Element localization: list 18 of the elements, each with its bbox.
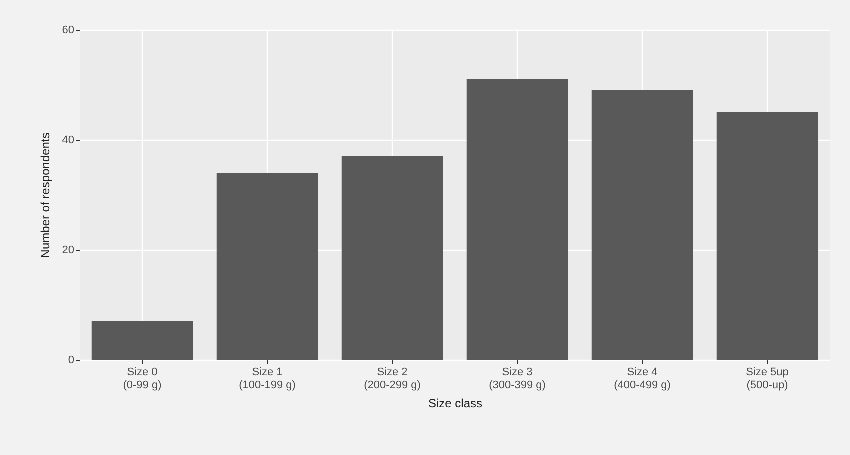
bar: [592, 90, 694, 360]
y-tick-label: 60: [62, 24, 74, 36]
bar: [716, 112, 818, 360]
x-tick-label: Size 4 (400-499 g): [614, 366, 671, 392]
bar: [466, 80, 568, 360]
bar: [216, 173, 318, 360]
x-tick-label: Size 1 (100-199 g): [239, 366, 296, 392]
x-tick-label: Size 0 (0-99 g): [123, 366, 162, 392]
bar: [92, 322, 194, 360]
y-tick-label: 40: [62, 134, 74, 146]
y-tick-label: 0: [68, 354, 74, 366]
x-tick-label: Size 5up (500-up): [746, 366, 789, 392]
bar: [342, 156, 444, 360]
x-tick-label: Size 2 (200-299 g): [364, 366, 421, 392]
x-axis-title: Size class: [428, 396, 483, 410]
y-axis-title: Number of respondents: [38, 132, 52, 258]
y-tick-label: 20: [62, 244, 74, 256]
x-tick-label: Size 3 (300-399 g): [489, 366, 546, 392]
